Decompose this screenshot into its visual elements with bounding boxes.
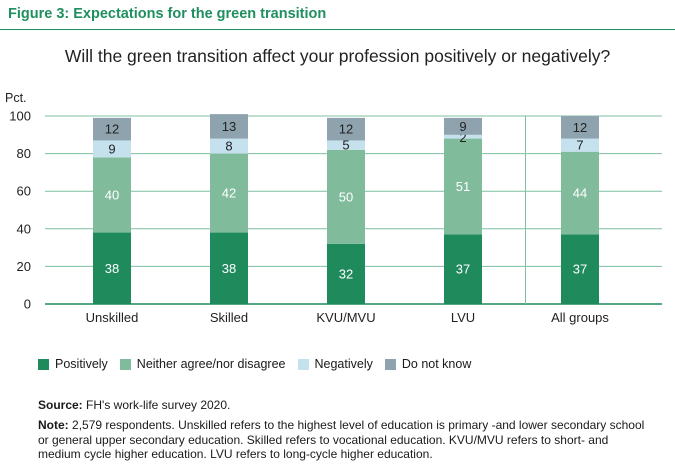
bar-segment [93, 157, 131, 233]
bar-segment [444, 138, 482, 235]
data-label: 42 [222, 186, 236, 201]
y-tick-label: 100 [9, 109, 31, 124]
x-tick-label: Unskilled [86, 310, 139, 325]
bar-segment [327, 117, 365, 141]
data-label: 50 [339, 189, 353, 204]
legend-swatch [38, 358, 49, 370]
x-tick-label: Skilled [210, 310, 248, 325]
x-tick-label: KVU/MVU [316, 310, 375, 325]
bar-segment [327, 243, 365, 304]
data-label: 37 [573, 262, 587, 277]
data-label: 32 [339, 266, 353, 281]
data-label: 2 [459, 130, 466, 145]
x-tick-label: LVU [451, 310, 475, 325]
bar-segment [93, 140, 131, 158]
legend-item: Neither agree/nor disagree [119, 357, 286, 371]
legend-swatch [297, 358, 309, 370]
legend-label: Positively [55, 357, 108, 371]
data-label: 9 [459, 119, 466, 134]
data-label: 8 [225, 139, 232, 154]
bar-segment [327, 140, 365, 150]
bar-segment [561, 151, 599, 235]
data-label: 37 [456, 262, 470, 277]
source-line: Source: FH's work-life survey 2020. [38, 398, 230, 412]
y-tick-label: 20 [17, 259, 31, 274]
data-label: 40 [105, 187, 119, 202]
bar-segment [561, 138, 599, 152]
bar-segment [444, 117, 482, 135]
bar-segment [444, 134, 482, 139]
legend-label: Negatively [314, 357, 373, 371]
y-tick-label: 40 [17, 221, 31, 236]
y-tick-label: 0 [24, 297, 31, 312]
chart-title: Will the green transition affect your pr… [64, 46, 611, 66]
x-tick-label: All groups [551, 310, 609, 325]
data-label: 12 [339, 122, 353, 137]
data-label: 12 [105, 122, 119, 137]
bar-segment [327, 149, 365, 244]
figure-header: Figure 3: Expectations for the green tra… [0, 0, 675, 30]
bar-segment [444, 234, 482, 304]
legend-item: Do not know [384, 357, 472, 371]
bar-segment [210, 114, 248, 139]
legend: Positively Neither agree/nor disagree Nega… [38, 357, 483, 371]
legend-label: Do not know [401, 357, 472, 371]
legend-swatch [119, 358, 131, 370]
data-label: 51 [456, 179, 470, 194]
data-label: 7 [576, 138, 583, 153]
note-label: Note: [38, 418, 69, 432]
legend-label: Neither agree/nor disagree [136, 357, 286, 371]
y-axis-label: Pct. [5, 91, 27, 105]
data-label: 44 [573, 186, 587, 201]
figure-label: Figure 3: Expectations for the green tra… [8, 6, 327, 22]
note-line: Note: 2,579 respondents. Unskilled refer… [38, 418, 648, 462]
data-label: 5 [342, 138, 349, 153]
stacked-bar-chart: Pct. 0 20 40 60 80 100 38 40 9 12 Unskilled 38 42 8 13 S… [5, 91, 662, 325]
bar-segment [93, 232, 131, 304]
data-label: 38 [222, 261, 236, 276]
source-label: Source: [38, 398, 83, 412]
bar-segment [210, 153, 248, 233]
y-tick-label: 80 [17, 146, 31, 161]
legend-swatch [384, 358, 396, 370]
note-text: 2,579 respondents. Unskilled refers to t… [38, 418, 645, 461]
data-label: 9 [108, 141, 115, 156]
bar-segment [93, 117, 131, 141]
bar-segment [561, 234, 599, 304]
bar-segment [210, 232, 248, 304]
y-tick-label: 60 [17, 184, 31, 199]
legend-item: Negatively [297, 357, 373, 371]
bar-segment [561, 116, 599, 139]
data-label: 38 [105, 261, 119, 276]
data-label: 13 [222, 119, 236, 134]
data-label: 12 [573, 120, 587, 135]
source-text: FH's work-life survey 2020. [86, 398, 231, 412]
legend-item: Positively [38, 357, 108, 371]
bar-segment [210, 138, 248, 154]
